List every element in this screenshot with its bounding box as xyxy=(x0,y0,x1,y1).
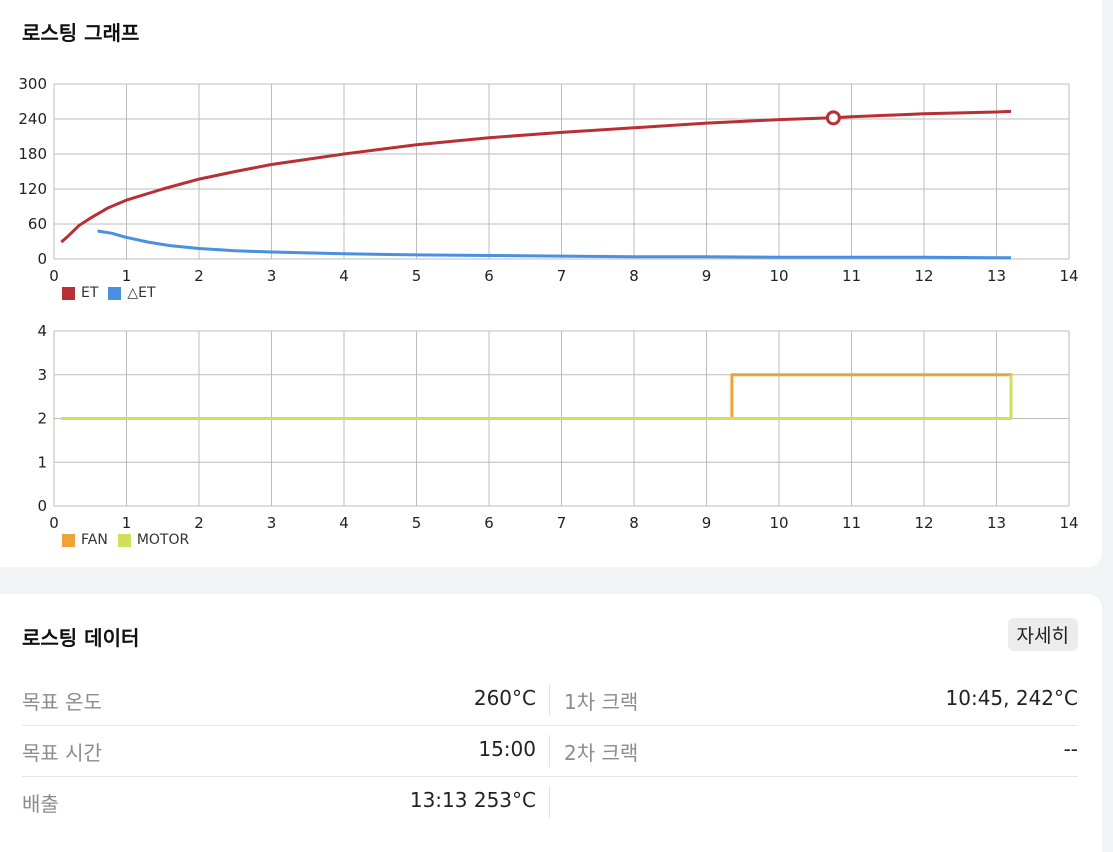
temperature-chart-legend: ET △ET xyxy=(62,285,166,301)
x-tick-label: 7 xyxy=(557,514,567,532)
drop-value: 13:13 253°C xyxy=(409,788,536,812)
series-line-ET xyxy=(60,109,1012,244)
x-tick-label: 8 xyxy=(629,267,639,285)
x-tick-label: 3 xyxy=(267,514,277,532)
y-tick-label: 0 xyxy=(37,497,47,515)
graph-section-title: 로스팅 그래프 xyxy=(22,21,140,45)
x-tick-label: 12 xyxy=(914,267,933,285)
series-line-△ET xyxy=(97,229,1011,260)
y-tick-label: 120 xyxy=(18,180,47,198)
roasting-data-card: 로스팅 데이터 자세히 목표 온도 260°C 1차 크랙 10:45, 242… xyxy=(0,594,1102,852)
x-tick-label: 8 xyxy=(629,514,639,532)
x-tick-label: 11 xyxy=(842,514,861,532)
series-line-MOTOR xyxy=(61,374,1013,420)
x-tick-label: 9 xyxy=(702,267,712,285)
y-tick-label: 3 xyxy=(37,366,47,384)
legend-swatch-FAN xyxy=(62,533,75,547)
x-tick-label: 11 xyxy=(842,267,861,285)
x-tick-label: 10 xyxy=(769,514,788,532)
data-row-target-temp: 목표 온도 260°C 1차 크랙 10:45, 242°C xyxy=(22,674,1078,726)
x-tick-label: 3 xyxy=(267,267,277,285)
second-crack-value: -- xyxy=(1063,737,1078,761)
legend-label-△ET: △ET xyxy=(127,285,156,301)
target-temp-label: 목표 온도 xyxy=(22,690,102,714)
fan-motor-chart-legend: FAN MOTOR xyxy=(62,532,199,548)
data-section-title: 로스팅 데이터 xyxy=(22,626,140,650)
y-tick-label: 1 xyxy=(37,453,47,471)
series-line-FAN xyxy=(61,373,1013,420)
data-row-target-time: 목표 시간 15:00 2차 크랙 -- xyxy=(22,725,1078,777)
y-tick-label: 60 xyxy=(28,215,47,233)
data-cell-right: 1차 크랙 10:45, 242°C xyxy=(550,674,1078,725)
x-tick-label: 4 xyxy=(339,514,349,532)
legend-label-ET: ET xyxy=(81,285,99,301)
legend-swatch-MOTOR xyxy=(117,533,131,547)
target-time-value: 15:00 xyxy=(478,737,536,761)
column-divider xyxy=(549,786,550,818)
second-crack-label: 2차 크랙 xyxy=(564,741,639,765)
x-tick-label: 6 xyxy=(484,514,494,532)
data-row-drop: 배출 13:13 253°C xyxy=(22,776,1078,827)
x-tick-label: 1 xyxy=(122,267,132,285)
data-cell-left: 목표 온도 260°C xyxy=(22,674,536,725)
x-tick-label: 9 xyxy=(702,514,712,532)
x-tick-label: 14 xyxy=(1059,514,1078,532)
x-tick-label: 13 xyxy=(987,514,1006,532)
column-divider xyxy=(549,735,550,767)
x-tick-label: 5 xyxy=(412,267,422,285)
x-tick-label: 2 xyxy=(194,514,204,532)
x-tick-label: 12 xyxy=(914,514,933,532)
target-time-label: 목표 시간 xyxy=(22,741,102,765)
legend-label-FAN: FAN xyxy=(81,532,108,548)
roasting-graph-card: 로스팅 그래프 0 1 2 3 4 5 6 7 8 9 10 11 12 13 14 0 60 120 180 240… xyxy=(0,0,1102,567)
y-tick-label: 2 xyxy=(37,410,47,428)
target-temp-value: 260°C xyxy=(473,686,536,710)
column-divider xyxy=(549,684,550,716)
legend-swatch-ET xyxy=(62,286,75,300)
x-tick-label: 1 xyxy=(122,514,132,532)
first-crack-value: 10:45, 242°C xyxy=(945,686,1079,710)
detail-button[interactable]: 자세히 xyxy=(1007,618,1078,651)
drop-label: 배출 xyxy=(22,792,59,816)
x-tick-label: 13 xyxy=(987,267,1006,285)
first-crack-marker xyxy=(825,110,841,126)
x-tick-label: 4 xyxy=(339,267,349,285)
x-tick-label: 10 xyxy=(769,267,788,285)
legend-swatch-△ET xyxy=(108,286,122,300)
x-tick-label: 0 xyxy=(49,514,59,532)
y-tick-label: 240 xyxy=(18,110,47,128)
y-tick-label: 300 xyxy=(18,75,47,93)
x-tick-label: 6 xyxy=(484,267,494,285)
x-tick-label: 0 xyxy=(49,267,59,285)
data-cell-left: 배출 13:13 253°C xyxy=(22,776,536,827)
data-cell-right xyxy=(550,776,1078,827)
y-tick-label: 180 xyxy=(18,145,47,163)
legend-label-MOTOR: MOTOR xyxy=(136,532,190,548)
x-tick-label: 2 xyxy=(194,267,204,285)
data-cell-left: 목표 시간 15:00 xyxy=(22,725,536,776)
data-cell-right: 2차 크랙 -- xyxy=(550,725,1078,776)
y-tick-label: 4 xyxy=(37,322,47,340)
x-tick-label: 14 xyxy=(1059,267,1078,285)
x-tick-label: 5 xyxy=(412,514,422,532)
first-crack-label: 1차 크랙 xyxy=(564,690,639,714)
y-tick-label: 0 xyxy=(37,250,47,268)
x-tick-label: 7 xyxy=(557,267,567,285)
